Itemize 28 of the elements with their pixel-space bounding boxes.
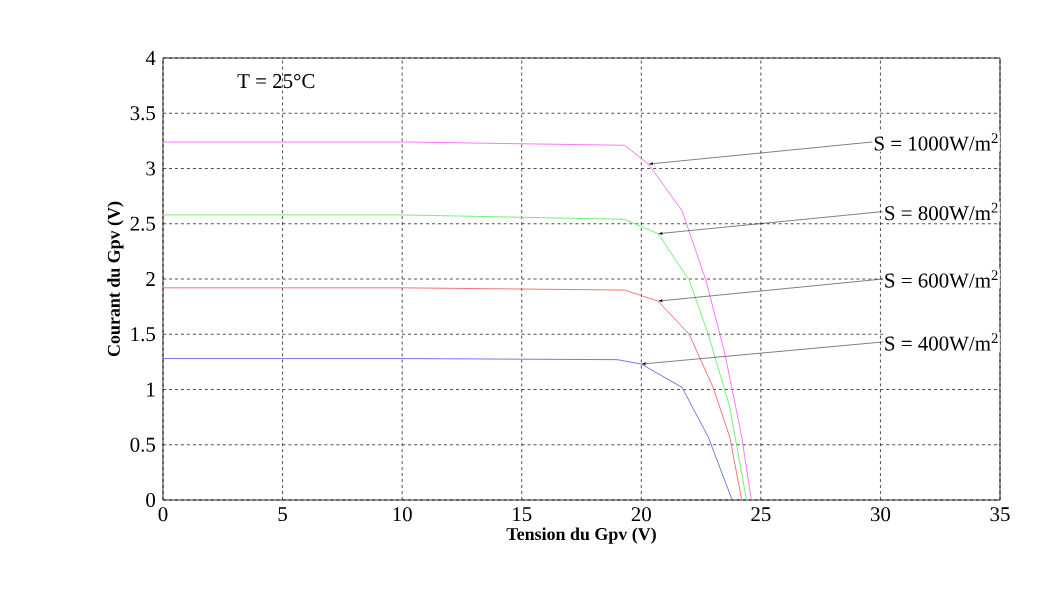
annotation: S = 600W/m$^{2}$	[885, 270, 998, 288]
line-series	[162, 358, 733, 501]
x-tick-label: 10	[393, 507, 412, 522]
x-tick-label: 15	[513, 507, 532, 522]
y-tick-label: 1	[147, 382, 155, 397]
annotation: T = 25°C	[237, 74, 315, 89]
y-tick-label: 2	[146, 272, 155, 286]
x-tick-label: 25	[751, 507, 771, 522]
line-series	[162, 214, 747, 501]
y-tick-label: 2.5	[130, 216, 156, 231]
y-tick-label: 3	[146, 161, 156, 176]
y-tick-label: 4	[145, 51, 156, 65]
line-series	[162, 141, 752, 501]
x-tick-label: 30	[870, 507, 891, 522]
annotation: S = 1000W/m$^{2}$	[874, 133, 998, 151]
annotation: S = 800W/m$^{2}$	[885, 202, 998, 221]
x-tick-label: 20	[631, 507, 651, 522]
x-axis-title: Tension du Gpv (V)	[506, 527, 656, 544]
x-tick-label: 35	[990, 507, 1010, 522]
annotation: S = 400W/m$^{2}$	[885, 333, 998, 351]
x-tick-label: 5	[278, 507, 287, 522]
y-tick-label: 0	[146, 492, 156, 508]
y-tick-label: 1.5	[131, 327, 156, 342]
y-tick-label: 3.5	[130, 106, 156, 121]
line-series	[162, 287, 743, 501]
x-tick-label: 0	[158, 507, 168, 522]
y-tick-label: 0.5	[130, 437, 156, 452]
y-axis-title: Courant du Gpv (V)	[107, 201, 124, 357]
